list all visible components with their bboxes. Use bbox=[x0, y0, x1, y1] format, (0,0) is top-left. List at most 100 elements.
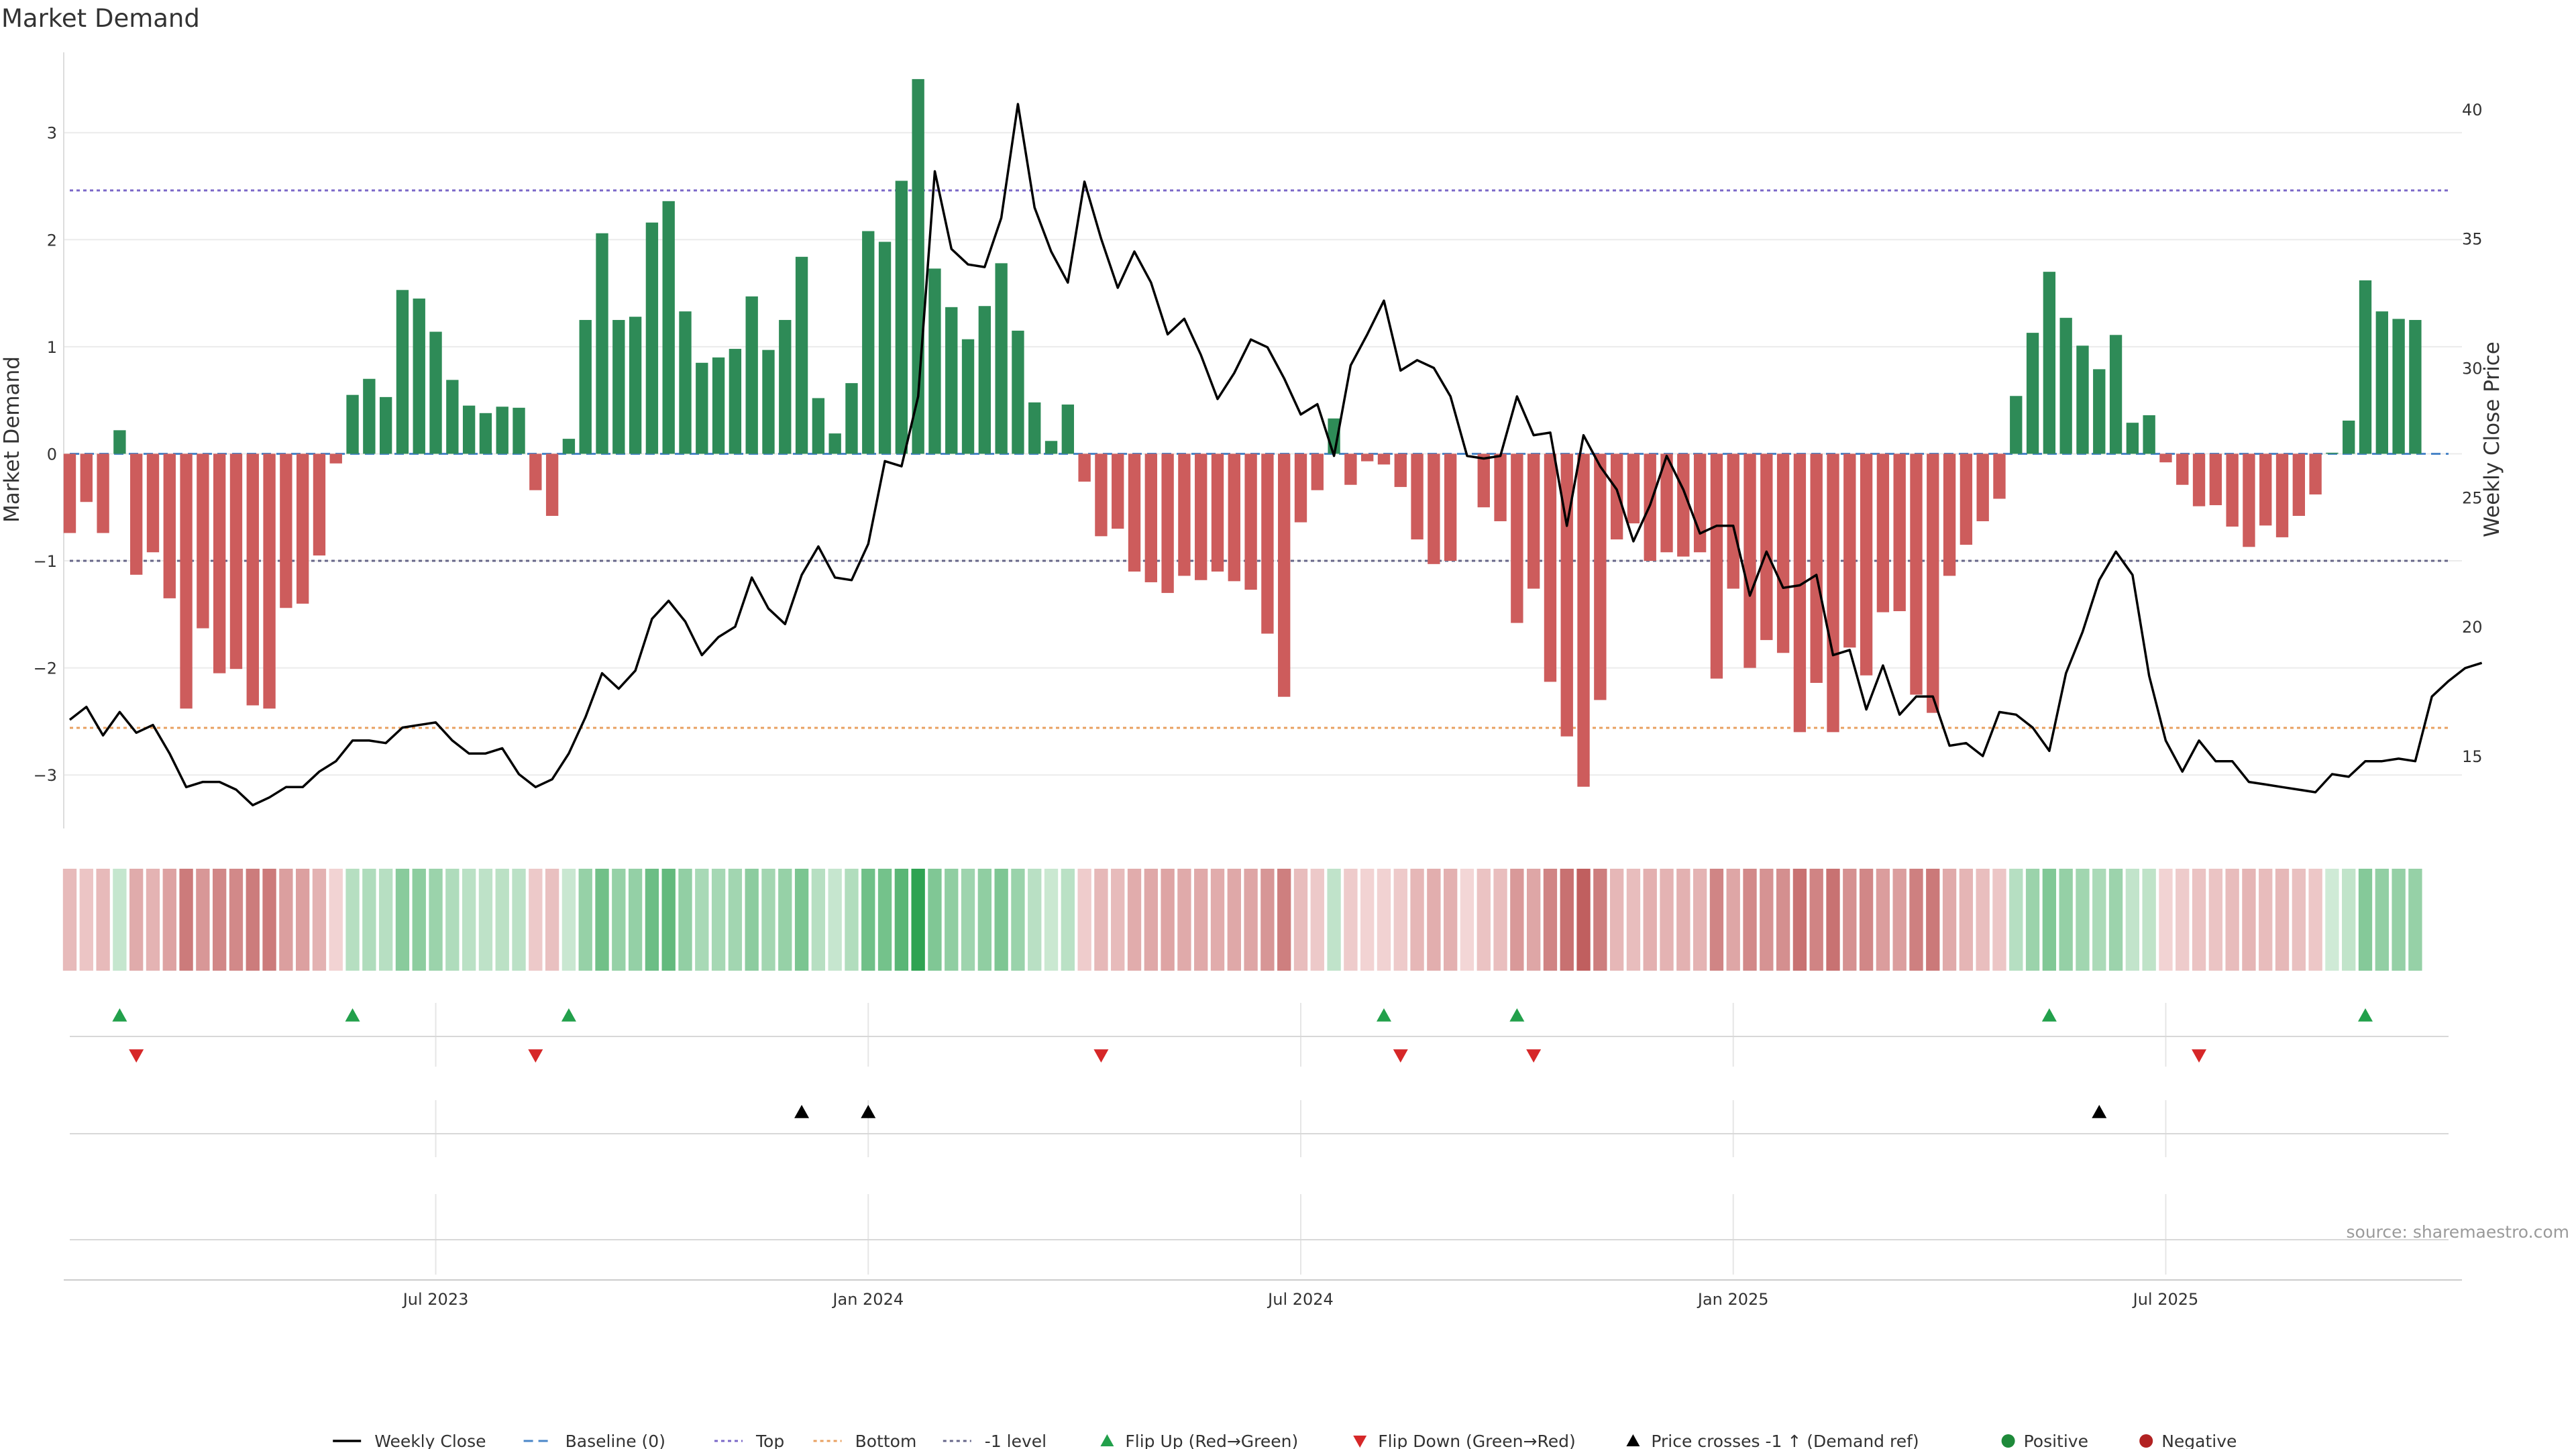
demand-bar bbox=[1927, 453, 1939, 713]
chart-title: Market Demand bbox=[1, 4, 200, 33]
heat-cell bbox=[794, 869, 809, 971]
heat-cell bbox=[1028, 869, 1042, 971]
demand-bar bbox=[163, 453, 176, 598]
demand-bar bbox=[246, 453, 259, 706]
heat-cell bbox=[1826, 869, 1840, 971]
demand-bar bbox=[1960, 453, 1973, 545]
heat-cell bbox=[1942, 869, 1957, 971]
heat-cell bbox=[1493, 869, 1507, 971]
heat-cell bbox=[2275, 869, 2290, 971]
heat-cell bbox=[1626, 869, 1641, 971]
event-rows bbox=[64, 1008, 2462, 1281]
heat-cell bbox=[478, 869, 493, 971]
x-tick-label: Jul 2025 bbox=[2132, 1290, 2199, 1309]
demand-bar bbox=[2209, 453, 2222, 506]
heat-cell bbox=[62, 869, 77, 971]
legend-label: Flip Down (Green→Red) bbox=[1378, 1432, 1576, 1449]
legend-label: -1 level bbox=[985, 1432, 1046, 1449]
weekly-close-line bbox=[68, 103, 2483, 807]
legend-swatch bbox=[2001, 1434, 2015, 1448]
heat-cell bbox=[861, 869, 875, 971]
heat-cell bbox=[1726, 869, 1740, 971]
demand-bar bbox=[1477, 453, 1490, 508]
heat-cell bbox=[1127, 869, 1142, 971]
y2-tick-label: 35 bbox=[2462, 230, 2483, 249]
y-tick-label: 1 bbox=[47, 338, 57, 357]
heat-cell bbox=[695, 869, 709, 971]
y2-tick-label: 20 bbox=[2462, 618, 2483, 637]
y2-tick-label: 40 bbox=[2462, 101, 2483, 119]
heat-cell bbox=[1161, 869, 1175, 971]
heat-cell bbox=[2142, 869, 2156, 971]
demand-bar bbox=[296, 453, 309, 604]
demand-bar bbox=[97, 453, 109, 533]
demand-bar bbox=[1893, 453, 1906, 612]
demand-bar bbox=[2409, 319, 2422, 454]
heat-cell bbox=[1576, 869, 1591, 971]
heat-cell bbox=[828, 869, 842, 971]
demand-bar bbox=[429, 331, 442, 454]
y2-axis-ticks: 40 35 30 25 20 15 bbox=[2462, 101, 2483, 766]
heat-cell bbox=[1344, 869, 1358, 971]
demand-bar bbox=[1161, 453, 1174, 593]
heat-cell bbox=[1976, 869, 1990, 971]
y2-tick-label: 25 bbox=[2462, 488, 2483, 507]
demand-bar bbox=[2059, 317, 2072, 454]
legend-label: Negative bbox=[2161, 1432, 2237, 1449]
heat-cell bbox=[1077, 869, 1091, 971]
heat-cell bbox=[512, 869, 526, 971]
demand-bar bbox=[197, 453, 209, 629]
heat-cell bbox=[1693, 869, 1707, 971]
demand-bar bbox=[363, 378, 376, 454]
legend-item-flip_up: Flip Up (Red→Green) bbox=[1100, 1432, 1298, 1449]
demand-bar bbox=[745, 296, 758, 454]
heat-cell bbox=[129, 869, 144, 971]
heat-cell bbox=[1011, 869, 1025, 971]
heat-cell bbox=[113, 869, 127, 971]
heat-cell bbox=[745, 869, 759, 971]
heat-cell bbox=[262, 869, 276, 971]
heat-cell bbox=[2259, 869, 2273, 971]
demand-bar bbox=[80, 453, 93, 502]
demand-bar bbox=[1544, 453, 1557, 682]
demand-bar bbox=[828, 433, 841, 454]
flip-up-marker bbox=[561, 1008, 576, 1022]
demand-bar bbox=[2176, 453, 2189, 485]
demand-bar bbox=[2010, 396, 2023, 454]
heat-cell bbox=[79, 869, 93, 971]
heat-cell bbox=[1992, 869, 2006, 971]
legend-item-negative: Negative bbox=[2139, 1432, 2237, 1449]
heat-cell bbox=[378, 869, 393, 971]
legend-label: Price crosses -1 ↑ (Demand ref) bbox=[1651, 1432, 1919, 1449]
heat-cell bbox=[1776, 869, 1790, 971]
demand-bar bbox=[1377, 453, 1391, 465]
demand-bar bbox=[2326, 452, 2339, 454]
heat-cell bbox=[811, 869, 826, 971]
price-cross-marker bbox=[2092, 1105, 2107, 1118]
heat-cell bbox=[1177, 869, 1191, 971]
demand-bar bbox=[1527, 453, 1540, 589]
heat-cell bbox=[945, 869, 959, 971]
heat-cell bbox=[2325, 869, 2339, 971]
heat-cell bbox=[229, 869, 244, 971]
demand-bar bbox=[396, 290, 409, 454]
heat-cell bbox=[1543, 869, 1558, 971]
heat-cell bbox=[778, 869, 792, 971]
demand-bar bbox=[146, 453, 160, 553]
reference-lines bbox=[70, 189, 2449, 729]
heat-cell bbox=[2009, 869, 2023, 971]
heat-cell bbox=[1660, 869, 1674, 971]
heat-cell bbox=[2125, 869, 2140, 971]
demand-bar bbox=[1810, 453, 1823, 683]
heat-cell bbox=[1293, 869, 1308, 971]
heat-cell bbox=[412, 869, 426, 971]
heat-cell bbox=[429, 869, 443, 971]
demand-bar bbox=[1494, 453, 1507, 521]
heat-cell bbox=[1959, 869, 1974, 971]
heat-cell bbox=[1244, 869, 1258, 971]
demand-bar bbox=[1344, 453, 1357, 485]
y-tick-label: 2 bbox=[47, 231, 57, 250]
legend-item-minus_one: -1 level bbox=[943, 1432, 1046, 1449]
heat-cell bbox=[146, 869, 160, 971]
demand-bar bbox=[862, 231, 875, 454]
